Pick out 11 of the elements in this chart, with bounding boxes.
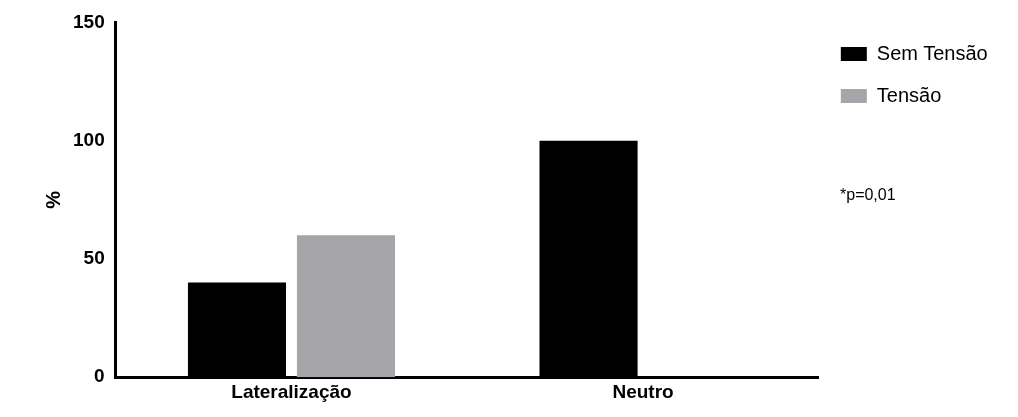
y-tick-label: 100	[73, 128, 105, 150]
y-axis-title: %	[41, 190, 64, 209]
y-tick-label: 150	[73, 10, 105, 32]
legend-label: Sem Tensão	[876, 41, 988, 64]
x-tick-label: Lateralização	[231, 380, 352, 402]
bar	[296, 235, 396, 378]
text: *p=0,01	[840, 186, 896, 204]
y-tick-label: 0	[94, 365, 105, 387]
x-tick-label: Neutro	[612, 380, 674, 402]
y-tick-label: 50	[83, 247, 105, 269]
legend-label: Tensão	[876, 83, 942, 106]
